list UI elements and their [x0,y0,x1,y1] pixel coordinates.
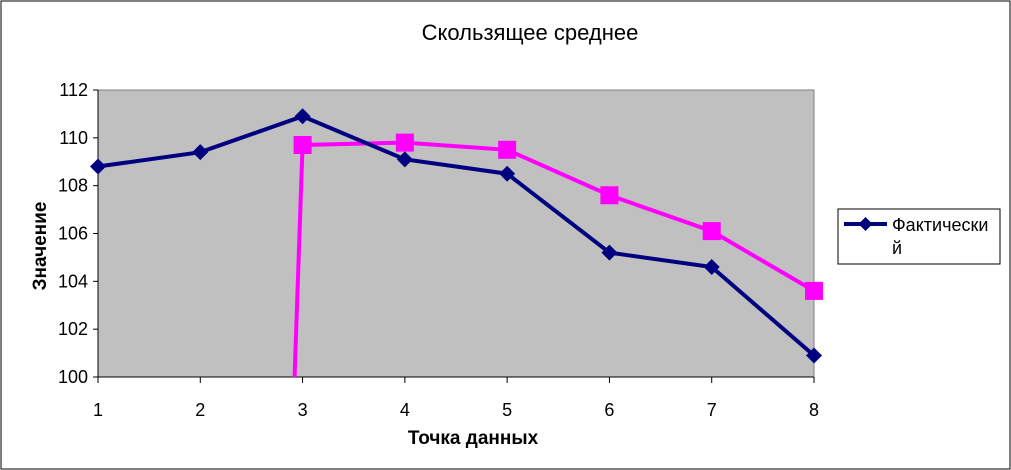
point-average [702,222,721,241]
x-axis-label: Точка данных [408,428,539,449]
legend-label-line2: й [892,238,902,258]
point-actual [90,158,106,175]
y-tick-label: 110 [59,128,88,148]
point-average [293,136,312,155]
point-average [395,133,414,152]
y-tick-label: 100 [58,367,88,387]
point-actual [396,151,413,168]
y-tick-label: 102 [58,319,88,339]
point-average [805,281,823,300]
y-tick-label: 112 [59,80,88,100]
x-tick-label: 4 [400,400,410,420]
point-actual [192,144,209,161]
legend-label-line1: Фактически [892,215,988,235]
point-actual [601,244,618,261]
point-actual [294,108,311,125]
point-actual [499,165,516,182]
series-actual-line [97,114,816,357]
x-tick-label: 1 [93,400,103,420]
y-tick-label: 106 [58,224,88,244]
legend-marker-actual [858,217,873,231]
x-tick-label: 3 [298,400,308,420]
x-tick-label: 6 [604,400,614,420]
plot-area [97,89,815,378]
x-tick-label: 7 [707,400,717,420]
point-average [600,186,619,205]
y-tick-label: 108 [58,176,88,196]
x-axis: 1 2 3 4 5 6 7 8 [93,376,819,420]
x-tick-label: 2 [195,400,205,420]
series-layer [90,108,823,378]
chart-title: Скользящее среднее [422,20,639,45]
y-axis-label: Значение [30,202,51,291]
x-tick-label: 8 [809,400,819,420]
point-actual [806,347,822,364]
legend: Фактически й [837,208,1001,265]
point-actual [703,258,720,275]
y-tick-label: 104 [58,271,88,291]
x-tick-label: 5 [502,400,512,420]
y-axis: 100 102 104 106 108 110 112 [58,80,99,387]
point-average [498,140,517,159]
